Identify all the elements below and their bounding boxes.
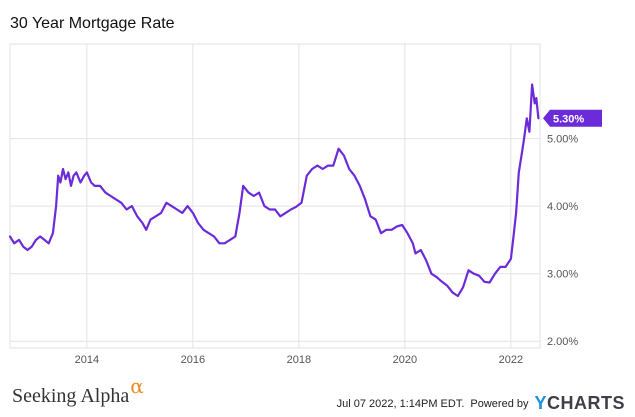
chart-title: 30 Year Mortgage Rate — [10, 15, 175, 32]
last-value-badge: 5.30% — [543, 109, 602, 127]
seeking-alpha-text: Seeking Alpha — [12, 385, 130, 407]
series-line — [8, 83, 540, 298]
y-axis: 2.00% 3.00% 4.00% 5.00% — [547, 134, 578, 349]
timestamp: Jul 07 2022, 1:14PM EDT. — [336, 397, 465, 410]
plot-frame — [9, 43, 541, 349]
ycharts-logo[interactable]: YCHARTS — [534, 393, 625, 414]
chart-footer: Jul 07 2022, 1:14PM EDT. Powered by YCHA… — [337, 393, 625, 414]
x-tick-label: 2014 — [75, 354, 99, 366]
chart-grid — [10, 44, 540, 348]
alpha-symbol: α — [130, 374, 144, 398]
y-tick-label: 2.00% — [547, 336, 578, 348]
x-tick-label: 2018 — [287, 354, 311, 366]
x-axis: 2014 2016 2018 2020 2022 — [75, 354, 523, 366]
last-value-badge-shape — [543, 109, 602, 127]
seeking-alpha-logo: Seeking Alphaα — [12, 374, 144, 408]
x-tick-label: 2016 — [181, 354, 205, 366]
ycharts-logo-text: CHARTS — [547, 393, 625, 413]
last-value-label: 5.30% — [553, 113, 584, 125]
ycharts-logo-y: Y — [534, 393, 547, 413]
y-tick-label: 3.00% — [547, 269, 578, 281]
y-tick-label: 4.00% — [547, 201, 578, 213]
x-tick-label: 2022 — [499, 354, 523, 366]
x-tick-label: 2020 — [393, 354, 417, 366]
powered-by-text: Powered by — [470, 397, 529, 410]
y-tick-label: 5.00% — [547, 134, 578, 146]
